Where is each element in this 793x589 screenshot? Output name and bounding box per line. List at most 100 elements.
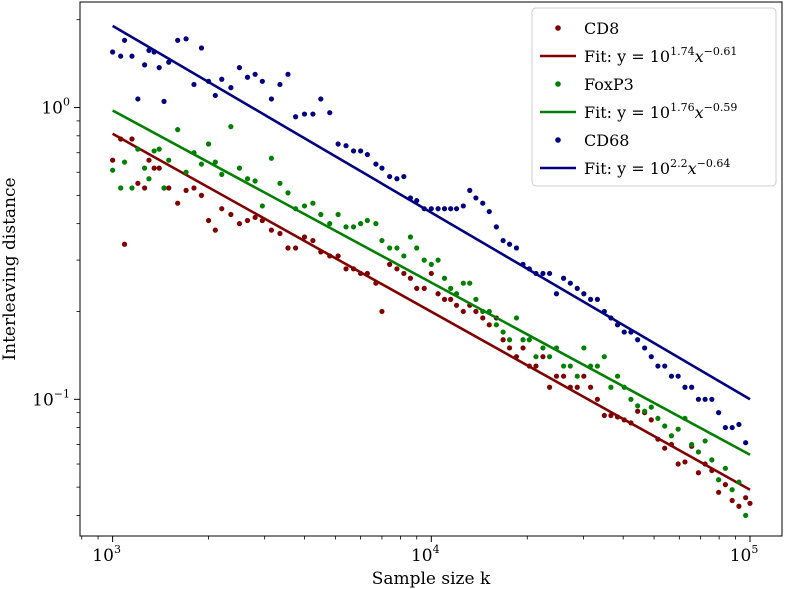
- data-point: [244, 176, 251, 182]
- data-point: [662, 423, 668, 429]
- data-point: [236, 221, 243, 227]
- data-point: [574, 373, 580, 379]
- fit-x-symbol: x: [688, 159, 697, 178]
- data-point: [301, 203, 308, 209]
- data-point: [219, 76, 225, 82]
- data-point: [205, 141, 212, 147]
- data-point: [236, 65, 243, 71]
- data-point: [546, 270, 553, 277]
- data-point: [387, 173, 393, 180]
- data-point: [161, 98, 167, 104]
- fit-x-symbol: x: [695, 47, 704, 66]
- x-tick-base: 10: [730, 546, 752, 566]
- data-point: [716, 477, 722, 483]
- data-point: [350, 224, 357, 230]
- data-point: [183, 169, 189, 175]
- data-point: [252, 71, 258, 77]
- data-point: [702, 396, 708, 402]
- data-point: [198, 192, 205, 198]
- fit-slope-exponent: −0.61: [704, 45, 738, 58]
- data-point: [252, 178, 258, 184]
- data-point: [441, 296, 448, 302]
- fit-label-prefix: Fit: y = 10: [584, 103, 670, 122]
- data-point: [277, 180, 283, 186]
- data-point: [301, 111, 308, 117]
- data-point: [373, 221, 379, 227]
- data-point: [212, 227, 218, 233]
- data-point: [689, 384, 695, 390]
- data-point: [146, 176, 152, 182]
- data-point: [394, 245, 400, 251]
- data-point: [448, 206, 454, 212]
- data-point: [520, 345, 526, 351]
- data-point: [642, 345, 648, 351]
- data-point: [335, 141, 341, 147]
- data-point: [709, 396, 715, 402]
- data-point: [601, 412, 607, 419]
- data-point: [219, 206, 225, 212]
- data-point: [118, 185, 124, 191]
- data-point: [648, 354, 654, 360]
- data-point: [156, 146, 162, 152]
- data-point: [292, 245, 299, 251]
- data-point: [567, 280, 573, 286]
- fit-slope-exponent: −0.59: [704, 101, 738, 114]
- data-point: [453, 302, 460, 308]
- data-point: [743, 495, 749, 501]
- x-tick-exponent: 3: [114, 543, 121, 556]
- data-point: [546, 384, 553, 390]
- data-point: [500, 237, 506, 244]
- data-point: [729, 424, 735, 431]
- data-point: [435, 206, 441, 212]
- data-point: [655, 415, 661, 422]
- data-point: [441, 206, 448, 212]
- data-point: [198, 45, 205, 51]
- series-cd68: [110, 24, 751, 446]
- data-point: [435, 257, 441, 263]
- data-point: [743, 440, 749, 446]
- data-point: [533, 363, 539, 369]
- data-point: [379, 308, 385, 315]
- data-point: [540, 345, 546, 351]
- data-point: [493, 224, 499, 230]
- data-point: [473, 296, 479, 302]
- data-point: [493, 322, 499, 328]
- data-point: [695, 449, 702, 455]
- data-point: [394, 176, 400, 182]
- data-point: [191, 185, 197, 191]
- fit-label-prefix: Fit: y = 10: [584, 47, 670, 66]
- fit-slope-exponent: −0.64: [697, 157, 731, 170]
- x-tick-base: 10: [411, 546, 433, 566]
- data-point: [594, 296, 601, 302]
- fit-label-prefix: Fit: y = 10: [584, 159, 670, 178]
- data-point: [421, 257, 427, 263]
- series-cd8: [110, 132, 753, 509]
- data-point: [161, 185, 167, 191]
- x-tick-label: 104: [411, 543, 440, 566]
- data-point: [486, 208, 492, 215]
- data-point: [285, 245, 291, 251]
- data-point: [513, 315, 520, 321]
- data-point: [506, 337, 513, 343]
- data-point: [736, 421, 742, 428]
- data-point: [747, 500, 753, 506]
- data-point: [310, 111, 316, 117]
- data-point: [335, 253, 341, 259]
- data-point: [327, 221, 333, 227]
- data-point: [594, 396, 601, 402]
- fit-line: [112, 109, 751, 456]
- data-point: [156, 165, 162, 171]
- data-point: [540, 354, 546, 360]
- data-point: [198, 161, 205, 167]
- data-point: [277, 81, 283, 88]
- data-point: [327, 110, 333, 116]
- data-point: [546, 354, 553, 360]
- data-point: [435, 291, 441, 297]
- data-point: [682, 459, 688, 465]
- data-point: [285, 71, 291, 77]
- data-point: [460, 203, 466, 209]
- data-point: [142, 165, 148, 171]
- data-point: [668, 433, 675, 439]
- legend-series-name: CD8: [584, 19, 619, 38]
